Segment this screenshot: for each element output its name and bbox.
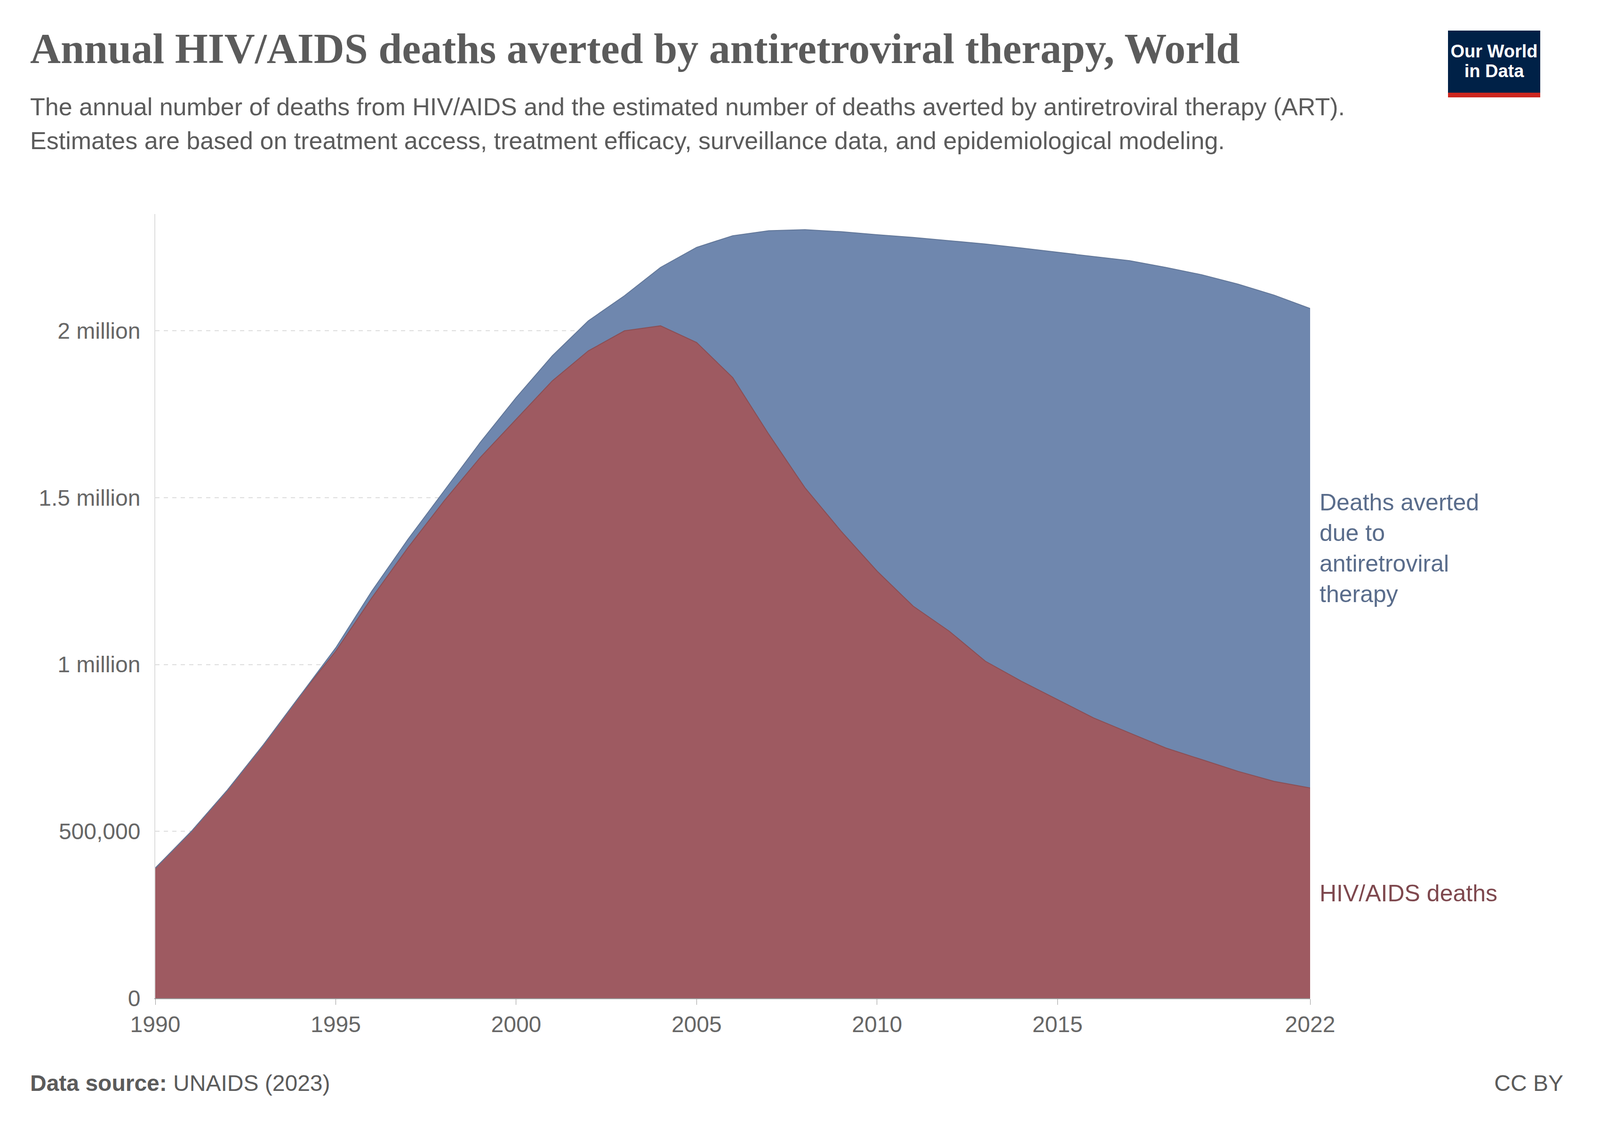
svg-text:2015: 2015 <box>1032 1012 1083 1038</box>
html-text:CC BY: CC BY <box>1494 1071 1564 1096</box>
svg-text:500,000: 500,000 <box>58 819 141 845</box>
svg-text:1990: 1990 <box>130 1012 181 1038</box>
html-text:Data source: UNAIDS (2023): Data source: UNAIDS (2023) <box>30 1071 331 1096</box>
html-text:Annual HIV/AIDS deaths averted: Annual HIV/AIDS deaths averted by antire… <box>30 25 1240 72</box>
html-text:The annual number of deaths fr: The annual number of deaths from HIV/AID… <box>30 93 1345 155</box>
svg-text:2010: 2010 <box>851 1012 903 1038</box>
svg-text:1.5 million: 1.5 million <box>38 485 141 511</box>
html-text:in Data: in Data <box>1464 61 1524 81</box>
svg-text:Deaths averteddue toantiretrov: Deaths averteddue toantiretroviraltherap… <box>1319 489 1480 608</box>
svg-text:1995: 1995 <box>310 1012 361 1038</box>
html-text:Our World: Our World <box>1450 41 1538 62</box>
svg-text:2 million: 2 million <box>57 318 141 344</box>
svg-text:2000: 2000 <box>490 1012 542 1038</box>
svg-text:2005: 2005 <box>671 1012 722 1038</box>
svg-text:HIV/AIDS deaths: HIV/AIDS deaths <box>1319 880 1498 907</box>
svg-text:1 million: 1 million <box>57 652 141 678</box>
svg-text:0: 0 <box>128 986 141 1012</box>
svg-text:2022: 2022 <box>1285 1012 1336 1038</box>
